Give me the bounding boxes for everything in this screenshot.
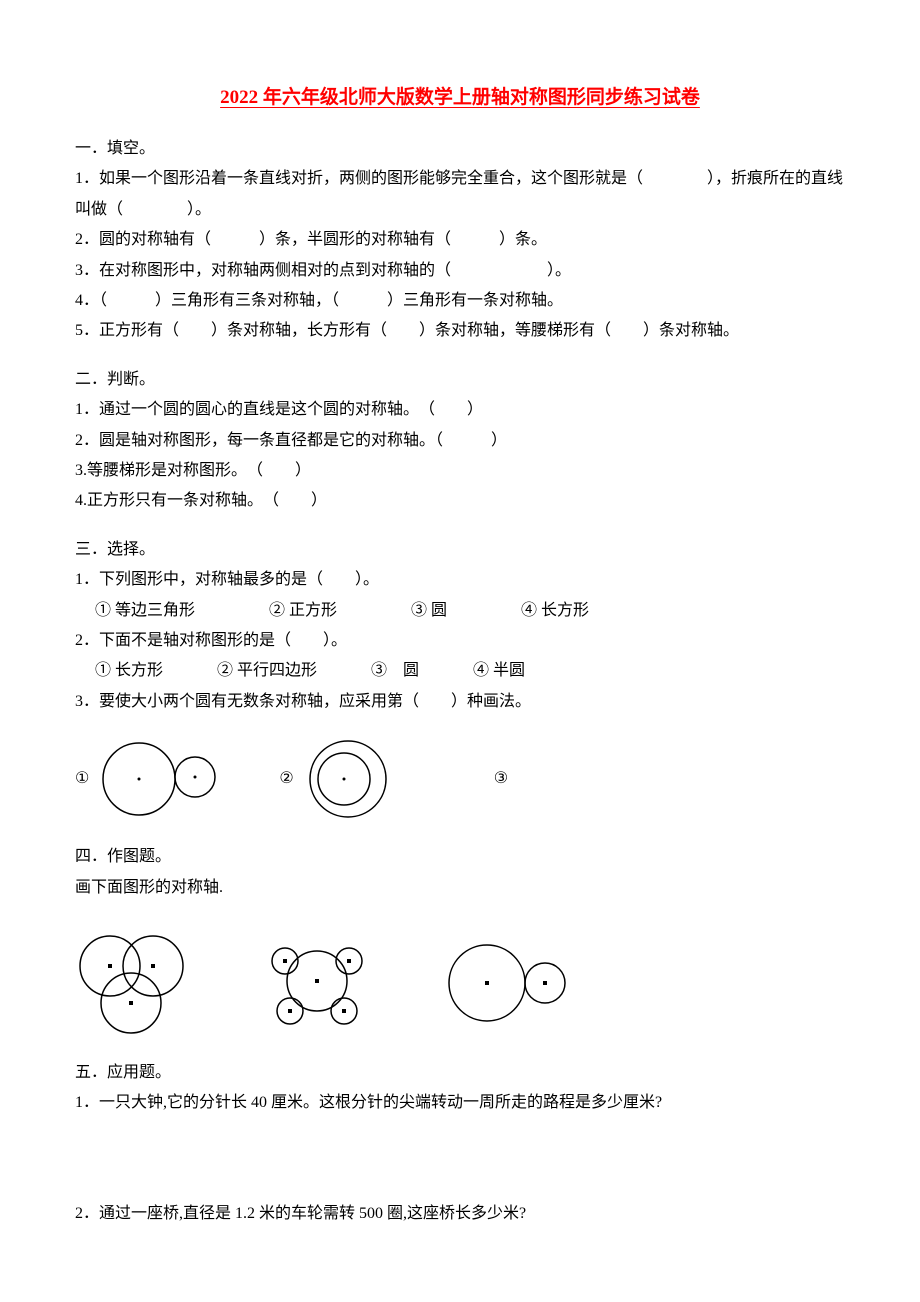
q3-1-opt-b: ② 正方形 (269, 596, 337, 626)
q3-2-options: ① 长方形 ② 平行四边形 ③ 圆 ④ 半圆 (75, 656, 845, 686)
q4-diagrams (75, 928, 845, 1038)
q1-3: 3．在对称图形中，对称轴两侧相对的点到对称轴的（ ）。 (75, 256, 845, 286)
q1-4: 4．（ ）三角形有三条对称轴，（ ）三角形有一条对称轴。 (75, 286, 845, 316)
q4-diagram-2 (260, 933, 375, 1033)
q3-3-diagram-1: ① (75, 737, 219, 822)
q3-1-options: ① 等边三角形 ② 正方形 ③ 圆 ④ 长方形 (75, 596, 845, 626)
q3-3: 3．要使大小两个圆有无数条对称轴，应采用第（ ）种画法。 (75, 687, 845, 717)
section-3-header: 三．选择。 (75, 535, 845, 565)
q3-2-opt-d: ④ 半圆 (473, 656, 525, 686)
q3-2-opt-a: ① 长方形 (95, 656, 163, 686)
q3-1-opt-a: ① 等边三角形 (95, 596, 195, 626)
three-circles-icon (75, 928, 190, 1038)
q1-5: 5．正方形有（ ）条对称轴，长方形有（ ）条对称轴，等腰梯形有（ ）条对称轴。 (75, 316, 845, 346)
page-title: 2022 年六年级北师大版数学上册轴对称图形同步练习试卷 (75, 80, 845, 116)
q5-2: 2．通过一座桥,直径是 1.2 米的车轮需转 500 圈,这座桥长多少米? (75, 1199, 845, 1229)
q3-1-opt-d: ④ 长方形 (521, 596, 589, 626)
q3-3-diagrams: ① ② ③ (75, 737, 845, 822)
q3-1-opt-c: ③ 圆 (411, 596, 447, 626)
q2-1: 1．通过一个圆的圆心的直线是这个圆的对称轴。 （ ） (75, 395, 845, 425)
circles-tangent-icon (99, 737, 219, 822)
circles-concentric-icon (304, 737, 394, 822)
section-5-header: 五．应用题。 (75, 1058, 845, 1088)
section-4-header: 四．作图题。 (75, 842, 845, 872)
section-2-header: 二．判断。 (75, 365, 845, 395)
q2-4: 4.正方形只有一条对称轴。 （ ） (75, 486, 845, 516)
q3-3-label-3: ③ (494, 764, 508, 794)
q3-2: 2．下面不是轴对称图形的是（ ）。 (75, 626, 845, 656)
q3-3-label-2: ② (279, 764, 293, 794)
section-1-header: 一．填空。 (75, 134, 845, 164)
q4-diagram-1 (75, 928, 190, 1038)
q3-3-diagram-2: ② (279, 737, 393, 822)
q2-2: 2．圆是轴对称图形，每一条直径都是它的对称轴。（ ） (75, 426, 845, 456)
q3-3-diagram-3: ③ (494, 764, 518, 794)
q3-2-opt-b: ② 平行四边形 (217, 656, 317, 686)
q2-3: 3.等腰梯形是对称图形。 （ ） (75, 456, 845, 486)
q4-instruction: 画下面图形的对称轴. (75, 873, 845, 903)
q4-diagram-3 (445, 938, 575, 1028)
five-circles-icon (260, 933, 375, 1033)
q3-3-label-1: ① (75, 764, 89, 794)
q5-1: 1．一只大钟,它的分针长 40 厘米。这根分针的尖端转动一周所走的路程是多少厘米… (75, 1088, 845, 1118)
q1-2: 2．圆的对称轴有（ ）条，半圆形的对称轴有（ ）条。 (75, 225, 845, 255)
two-circles-icon (445, 938, 575, 1028)
q1-1: 1．如果一个图形沿着一条直线对折，两侧的图形能够完全重合，这个图形就是（ ），折… (75, 164, 845, 225)
q3-1: 1．下列图形中，对称轴最多的是（ ）。 (75, 565, 845, 595)
q3-2-opt-c: ③ 圆 (371, 656, 419, 686)
